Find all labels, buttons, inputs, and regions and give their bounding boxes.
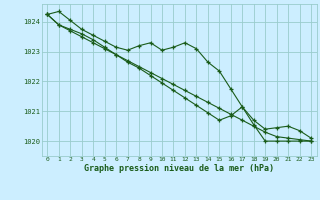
X-axis label: Graphe pression niveau de la mer (hPa): Graphe pression niveau de la mer (hPa) [84,164,274,173]
